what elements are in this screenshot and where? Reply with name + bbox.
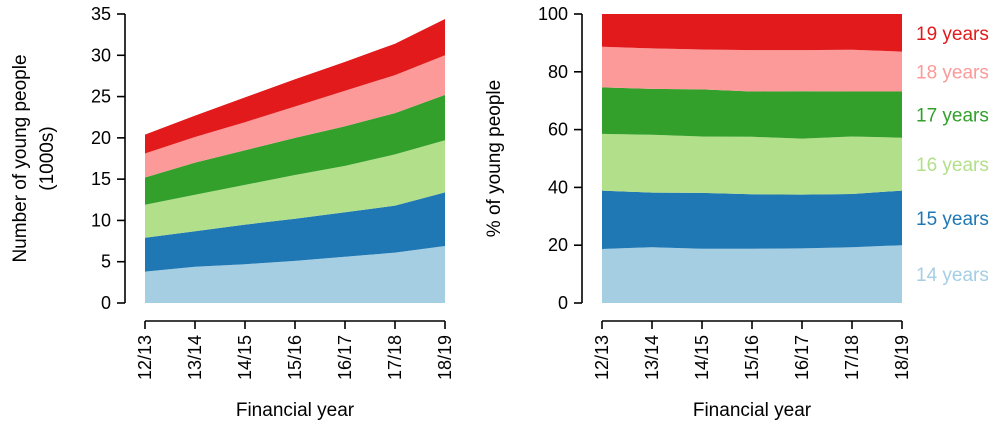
x-tick-label: 17/18: [385, 335, 405, 380]
x-tick-label: 14/15: [692, 335, 712, 380]
y-tick-label: 20: [91, 128, 111, 148]
area-17-years: [145, 94, 445, 205]
x-axis-label: Financial year: [693, 400, 812, 421]
x-tick-label: 18/19: [892, 335, 912, 380]
y-tick-label: 0: [101, 293, 111, 313]
area-15-years: [602, 190, 902, 249]
area-14-years: [602, 245, 902, 303]
chart-panel-1: 0 5 10 15 20 25 30 35 12/13 13/14 14/15 15/16 16/17 1…: [10, 4, 455, 421]
area-16-years: [602, 133, 902, 195]
area-17-years: [602, 87, 902, 139]
series-label-17-years: 17 years: [916, 106, 989, 127]
series-label-19-years: 19 years: [916, 24, 989, 45]
x-tick-label: 17/18: [842, 335, 862, 380]
y-axis-label: (1000s): [37, 126, 58, 190]
x-tick-label: 12/13: [135, 335, 155, 380]
y-tick-label: 25: [91, 87, 111, 107]
x-tick-label: 13/14: [185, 335, 205, 380]
x-tick-label: 14/15: [235, 335, 255, 380]
y-tick-label: 10: [91, 210, 111, 230]
x-tick-label: 15/16: [285, 335, 305, 380]
series-label-16-years: 16 years: [916, 155, 989, 176]
y-tick-label: 40: [548, 177, 568, 197]
y-tick-label: 0: [558, 293, 568, 313]
area-14-years: [145, 246, 445, 303]
x-tick-label: 13/14: [642, 335, 662, 380]
y-tick-label: 60: [548, 120, 568, 140]
x-tick-label: 16/17: [792, 335, 812, 380]
x-axis-label: Financial year: [236, 400, 355, 421]
x-tick-label: 18/19: [435, 335, 455, 380]
area-19-years: [145, 19, 445, 154]
series-label-18-years: 18 years: [916, 63, 989, 84]
area-18-years: [602, 46, 902, 92]
y-axis-label: Number of young people: [10, 54, 31, 262]
chart-panel-2: 0 20 40 60 80 100 12/13 13/14 14/15 15/16 16/17 17/…: [484, 4, 989, 421]
area-15-years: [145, 192, 445, 272]
area-19-years: [602, 14, 902, 52]
y-tick-label: 35: [91, 4, 111, 24]
y-tick-label: 100: [538, 4, 568, 24]
y-tick-label: 30: [91, 45, 111, 65]
series-label-15-years: 15 years: [916, 209, 989, 230]
y-tick-label: 5: [101, 252, 111, 272]
y-axis-label: % of young people: [484, 80, 505, 237]
series-label-14-years: 14 years: [916, 265, 989, 286]
y-tick-label: 15: [91, 169, 111, 189]
y-tick-label: 80: [548, 62, 568, 82]
x-tick-label: 15/16: [742, 335, 762, 380]
area-16-years: [145, 140, 445, 238]
area-18-years: [145, 55, 445, 178]
x-tick-label: 12/13: [592, 335, 612, 380]
y-tick-label: 20: [548, 235, 568, 255]
x-tick-label: 16/17: [335, 335, 355, 380]
